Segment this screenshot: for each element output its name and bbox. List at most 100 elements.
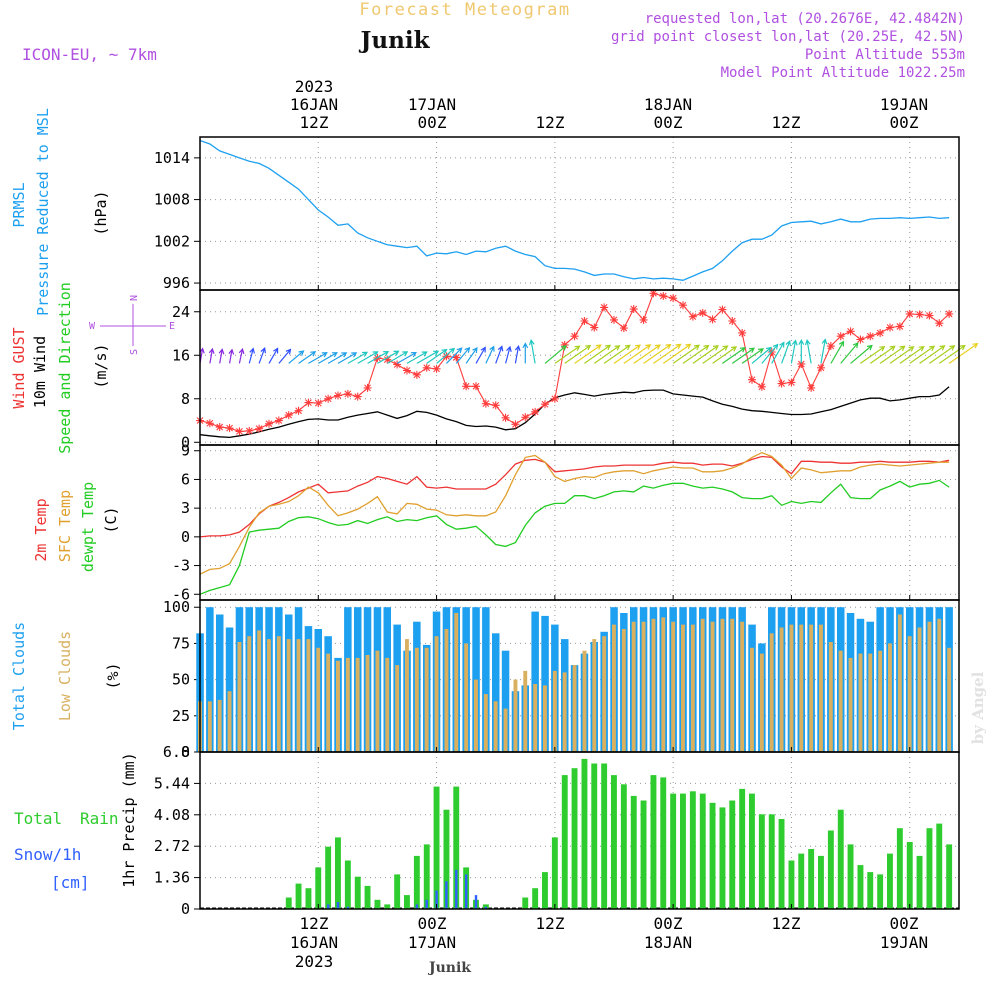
pressure-line (199, 139, 950, 281)
location-title: Junik (359, 27, 431, 54)
rain-bar (581, 758, 588, 909)
gust-marker (905, 309, 914, 318)
rain-bar (611, 775, 617, 909)
total-cloud-bar (501, 650, 510, 752)
compass-s: S (129, 349, 140, 355)
wind-direction-arrow (445, 347, 463, 364)
wind-direction-arrow (820, 338, 828, 364)
rain-bar (335, 837, 341, 909)
low-cloud-bar (828, 642, 833, 752)
gust-marker (797, 359, 806, 368)
pressure-label-prmsl: PRMSL (10, 182, 28, 227)
low-cloud-bar (799, 624, 804, 752)
wind-direction-arrow (593, 345, 621, 364)
low-cloud-bar (306, 639, 311, 752)
rain-bar (374, 899, 381, 909)
y-tick-label: -6 (172, 585, 190, 603)
low-cloud-bar (671, 621, 676, 752)
gust-marker (876, 328, 885, 337)
wind-direction-arrow (633, 344, 661, 364)
low-cloud-bar (897, 614, 902, 752)
low-cloud-bar (779, 627, 784, 752)
wind-direction-arrow (899, 345, 925, 364)
wind-direction-arrow (850, 344, 873, 364)
gust-marker (817, 363, 825, 372)
wind-direction-arrow (208, 347, 215, 364)
pressure-unit: (hPa) (92, 190, 110, 235)
gust-marker (659, 291, 668, 300)
low-cloud-bar (572, 665, 577, 752)
precip-rain-label: Rain (80, 809, 119, 828)
wind-direction-arrow (790, 339, 798, 364)
low-cloud-bar (750, 647, 754, 752)
low-cloud-bar (316, 647, 321, 752)
rain-bar (749, 793, 755, 909)
wind-unit: (m/s) (92, 343, 110, 388)
rain-bar (946, 844, 953, 909)
low-cloud-bar (395, 665, 400, 752)
rain-bar (384, 904, 391, 909)
clouds-unit: (%) (104, 662, 122, 689)
gust-marker (679, 301, 687, 310)
wind-direction-arrow (465, 346, 478, 364)
y-tick-label: -3 (172, 557, 190, 575)
snow-bar (474, 895, 478, 909)
low-cloud-bar (937, 618, 942, 752)
rain-bar (305, 888, 312, 909)
wind-direction-arrow (455, 346, 471, 364)
gust-marker (314, 399, 323, 408)
bottom-axis-label: 12Z (772, 914, 801, 933)
gust-marker (412, 370, 421, 379)
gust-marker (856, 335, 865, 344)
wind-direction-arrow (554, 345, 581, 364)
bottom-axis-label: 19JAN (880, 933, 928, 952)
rain-bar (650, 775, 657, 909)
rain-bar (827, 830, 834, 909)
wind-direction-arrow (258, 347, 266, 364)
low-cloud-bar (267, 639, 271, 752)
wind-direction-arrow (386, 351, 409, 364)
wind-direction-arrow (603, 344, 631, 364)
top-axis-label: 16JAN (290, 95, 338, 114)
snow-bar (346, 906, 350, 909)
rain-bar (551, 837, 558, 909)
gust-marker (777, 379, 786, 388)
y-tick-label: 2.72 (154, 837, 190, 855)
wind-gust-label: Wind GUST (10, 327, 28, 408)
y-tick-label: 6.8 (163, 743, 190, 761)
compass-e: E (169, 321, 175, 332)
total-cloud-bar (531, 611, 539, 752)
low-cloud-bar (947, 647, 952, 752)
wind-direction-arrow (337, 352, 358, 364)
wind-direction-arrow (318, 352, 338, 364)
top-axis-label: 12Z (300, 113, 329, 132)
wind-direction-arrow (879, 345, 906, 364)
wind-direction-arrow (485, 345, 495, 364)
top-time-axis: 2023 16JAN 12Z 17JAN 00Z 12Z 18JAN 00Z 1… (290, 77, 928, 132)
clouds-total-label: Total Clouds (10, 622, 28, 730)
low-cloud-bar (759, 653, 764, 752)
precip-snow-label: Snow/1h (14, 845, 81, 864)
pressure-label-desc: Pressure Reduced to MSL (34, 108, 52, 316)
wind-direction-arrow (731, 347, 756, 364)
gust-marker (225, 424, 234, 433)
gust-marker (383, 355, 392, 364)
top-axis-label: 2023 (295, 77, 334, 96)
total-cloud-bar (225, 627, 234, 752)
gust-marker (866, 332, 875, 341)
wind-direction-arrow (722, 346, 746, 364)
total-cloud-bar (216, 614, 224, 752)
low-cloud-bar (868, 653, 873, 752)
wind-direction-arrow (514, 344, 521, 364)
low-cloud-bar (917, 627, 922, 752)
gust-marker (403, 366, 411, 375)
panel-frame (199, 751, 960, 910)
wind-direction-label: Speed and Direction (56, 282, 74, 454)
wind-direction-arrow (712, 346, 738, 364)
rain-bar (404, 895, 410, 909)
wind-direction-arrow (623, 344, 652, 364)
wind-direction-arrow (692, 345, 720, 364)
gust-marker (442, 352, 451, 361)
wind-direction-arrow (662, 343, 692, 364)
wind-direction-arrow (672, 344, 701, 364)
